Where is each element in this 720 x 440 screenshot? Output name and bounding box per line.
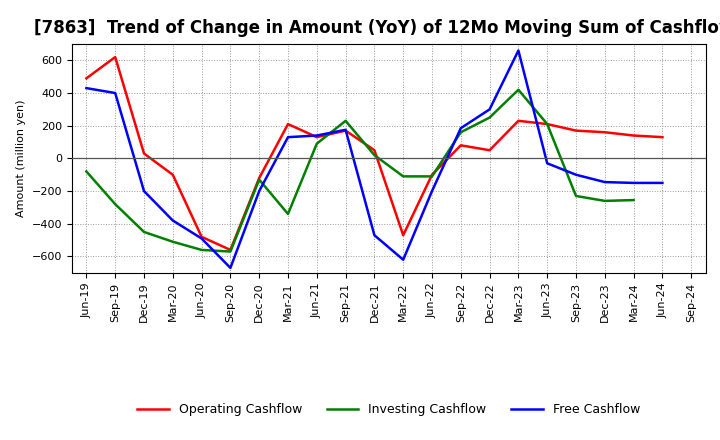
Free Cashflow bbox=[658, 180, 667, 186]
Operating Cashflow bbox=[600, 130, 609, 135]
Line: Free Cashflow: Free Cashflow bbox=[86, 51, 662, 268]
Operating Cashflow bbox=[485, 147, 494, 153]
Investing Cashflow bbox=[370, 153, 379, 158]
Free Cashflow bbox=[600, 180, 609, 185]
Operating Cashflow bbox=[284, 121, 292, 127]
Investing Cashflow bbox=[543, 121, 552, 127]
Operating Cashflow bbox=[111, 55, 120, 60]
Operating Cashflow bbox=[197, 234, 206, 239]
Free Cashflow bbox=[629, 180, 638, 186]
Free Cashflow bbox=[226, 265, 235, 271]
Investing Cashflow bbox=[341, 118, 350, 124]
Free Cashflow bbox=[370, 233, 379, 238]
Investing Cashflow bbox=[456, 130, 465, 135]
Line: Operating Cashflow: Operating Cashflow bbox=[86, 57, 662, 250]
Y-axis label: Amount (million yen): Amount (million yen) bbox=[17, 99, 26, 217]
Investing Cashflow bbox=[600, 198, 609, 204]
Free Cashflow bbox=[456, 125, 465, 131]
Title: [7863]  Trend of Change in Amount (YoY) of 12Mo Moving Sum of Cashflows: [7863] Trend of Change in Amount (YoY) o… bbox=[34, 19, 720, 37]
Operating Cashflow bbox=[168, 172, 177, 177]
Free Cashflow bbox=[197, 236, 206, 241]
Operating Cashflow bbox=[399, 233, 408, 238]
Line: Investing Cashflow: Investing Cashflow bbox=[86, 90, 634, 252]
Operating Cashflow bbox=[226, 247, 235, 253]
Free Cashflow bbox=[428, 188, 436, 194]
Investing Cashflow bbox=[255, 177, 264, 182]
Legend: Operating Cashflow, Investing Cashflow, Free Cashflow: Operating Cashflow, Investing Cashflow, … bbox=[132, 398, 645, 421]
Operating Cashflow bbox=[140, 151, 148, 156]
Operating Cashflow bbox=[312, 135, 321, 140]
Free Cashflow bbox=[514, 48, 523, 53]
Investing Cashflow bbox=[284, 211, 292, 216]
Operating Cashflow bbox=[629, 133, 638, 138]
Free Cashflow bbox=[111, 90, 120, 95]
Free Cashflow bbox=[485, 107, 494, 112]
Investing Cashflow bbox=[312, 141, 321, 147]
Free Cashflow bbox=[399, 257, 408, 262]
Operating Cashflow bbox=[543, 121, 552, 127]
Investing Cashflow bbox=[140, 229, 148, 235]
Investing Cashflow bbox=[572, 193, 580, 198]
Operating Cashflow bbox=[456, 143, 465, 148]
Investing Cashflow bbox=[629, 198, 638, 203]
Free Cashflow bbox=[341, 127, 350, 132]
Free Cashflow bbox=[255, 188, 264, 194]
Free Cashflow bbox=[140, 188, 148, 194]
Operating Cashflow bbox=[428, 172, 436, 177]
Free Cashflow bbox=[543, 161, 552, 166]
Operating Cashflow bbox=[658, 135, 667, 140]
Investing Cashflow bbox=[514, 87, 523, 92]
Investing Cashflow bbox=[168, 239, 177, 244]
Free Cashflow bbox=[572, 172, 580, 177]
Investing Cashflow bbox=[111, 202, 120, 207]
Free Cashflow bbox=[312, 133, 321, 138]
Operating Cashflow bbox=[370, 147, 379, 153]
Operating Cashflow bbox=[255, 176, 264, 181]
Investing Cashflow bbox=[197, 247, 206, 253]
Operating Cashflow bbox=[514, 118, 523, 124]
Investing Cashflow bbox=[428, 174, 436, 179]
Investing Cashflow bbox=[82, 169, 91, 174]
Investing Cashflow bbox=[485, 115, 494, 120]
Free Cashflow bbox=[168, 218, 177, 223]
Operating Cashflow bbox=[341, 128, 350, 133]
Operating Cashflow bbox=[82, 76, 91, 81]
Investing Cashflow bbox=[399, 174, 408, 179]
Operating Cashflow bbox=[572, 128, 580, 133]
Free Cashflow bbox=[82, 85, 91, 91]
Free Cashflow bbox=[284, 135, 292, 140]
Investing Cashflow bbox=[226, 249, 235, 254]
